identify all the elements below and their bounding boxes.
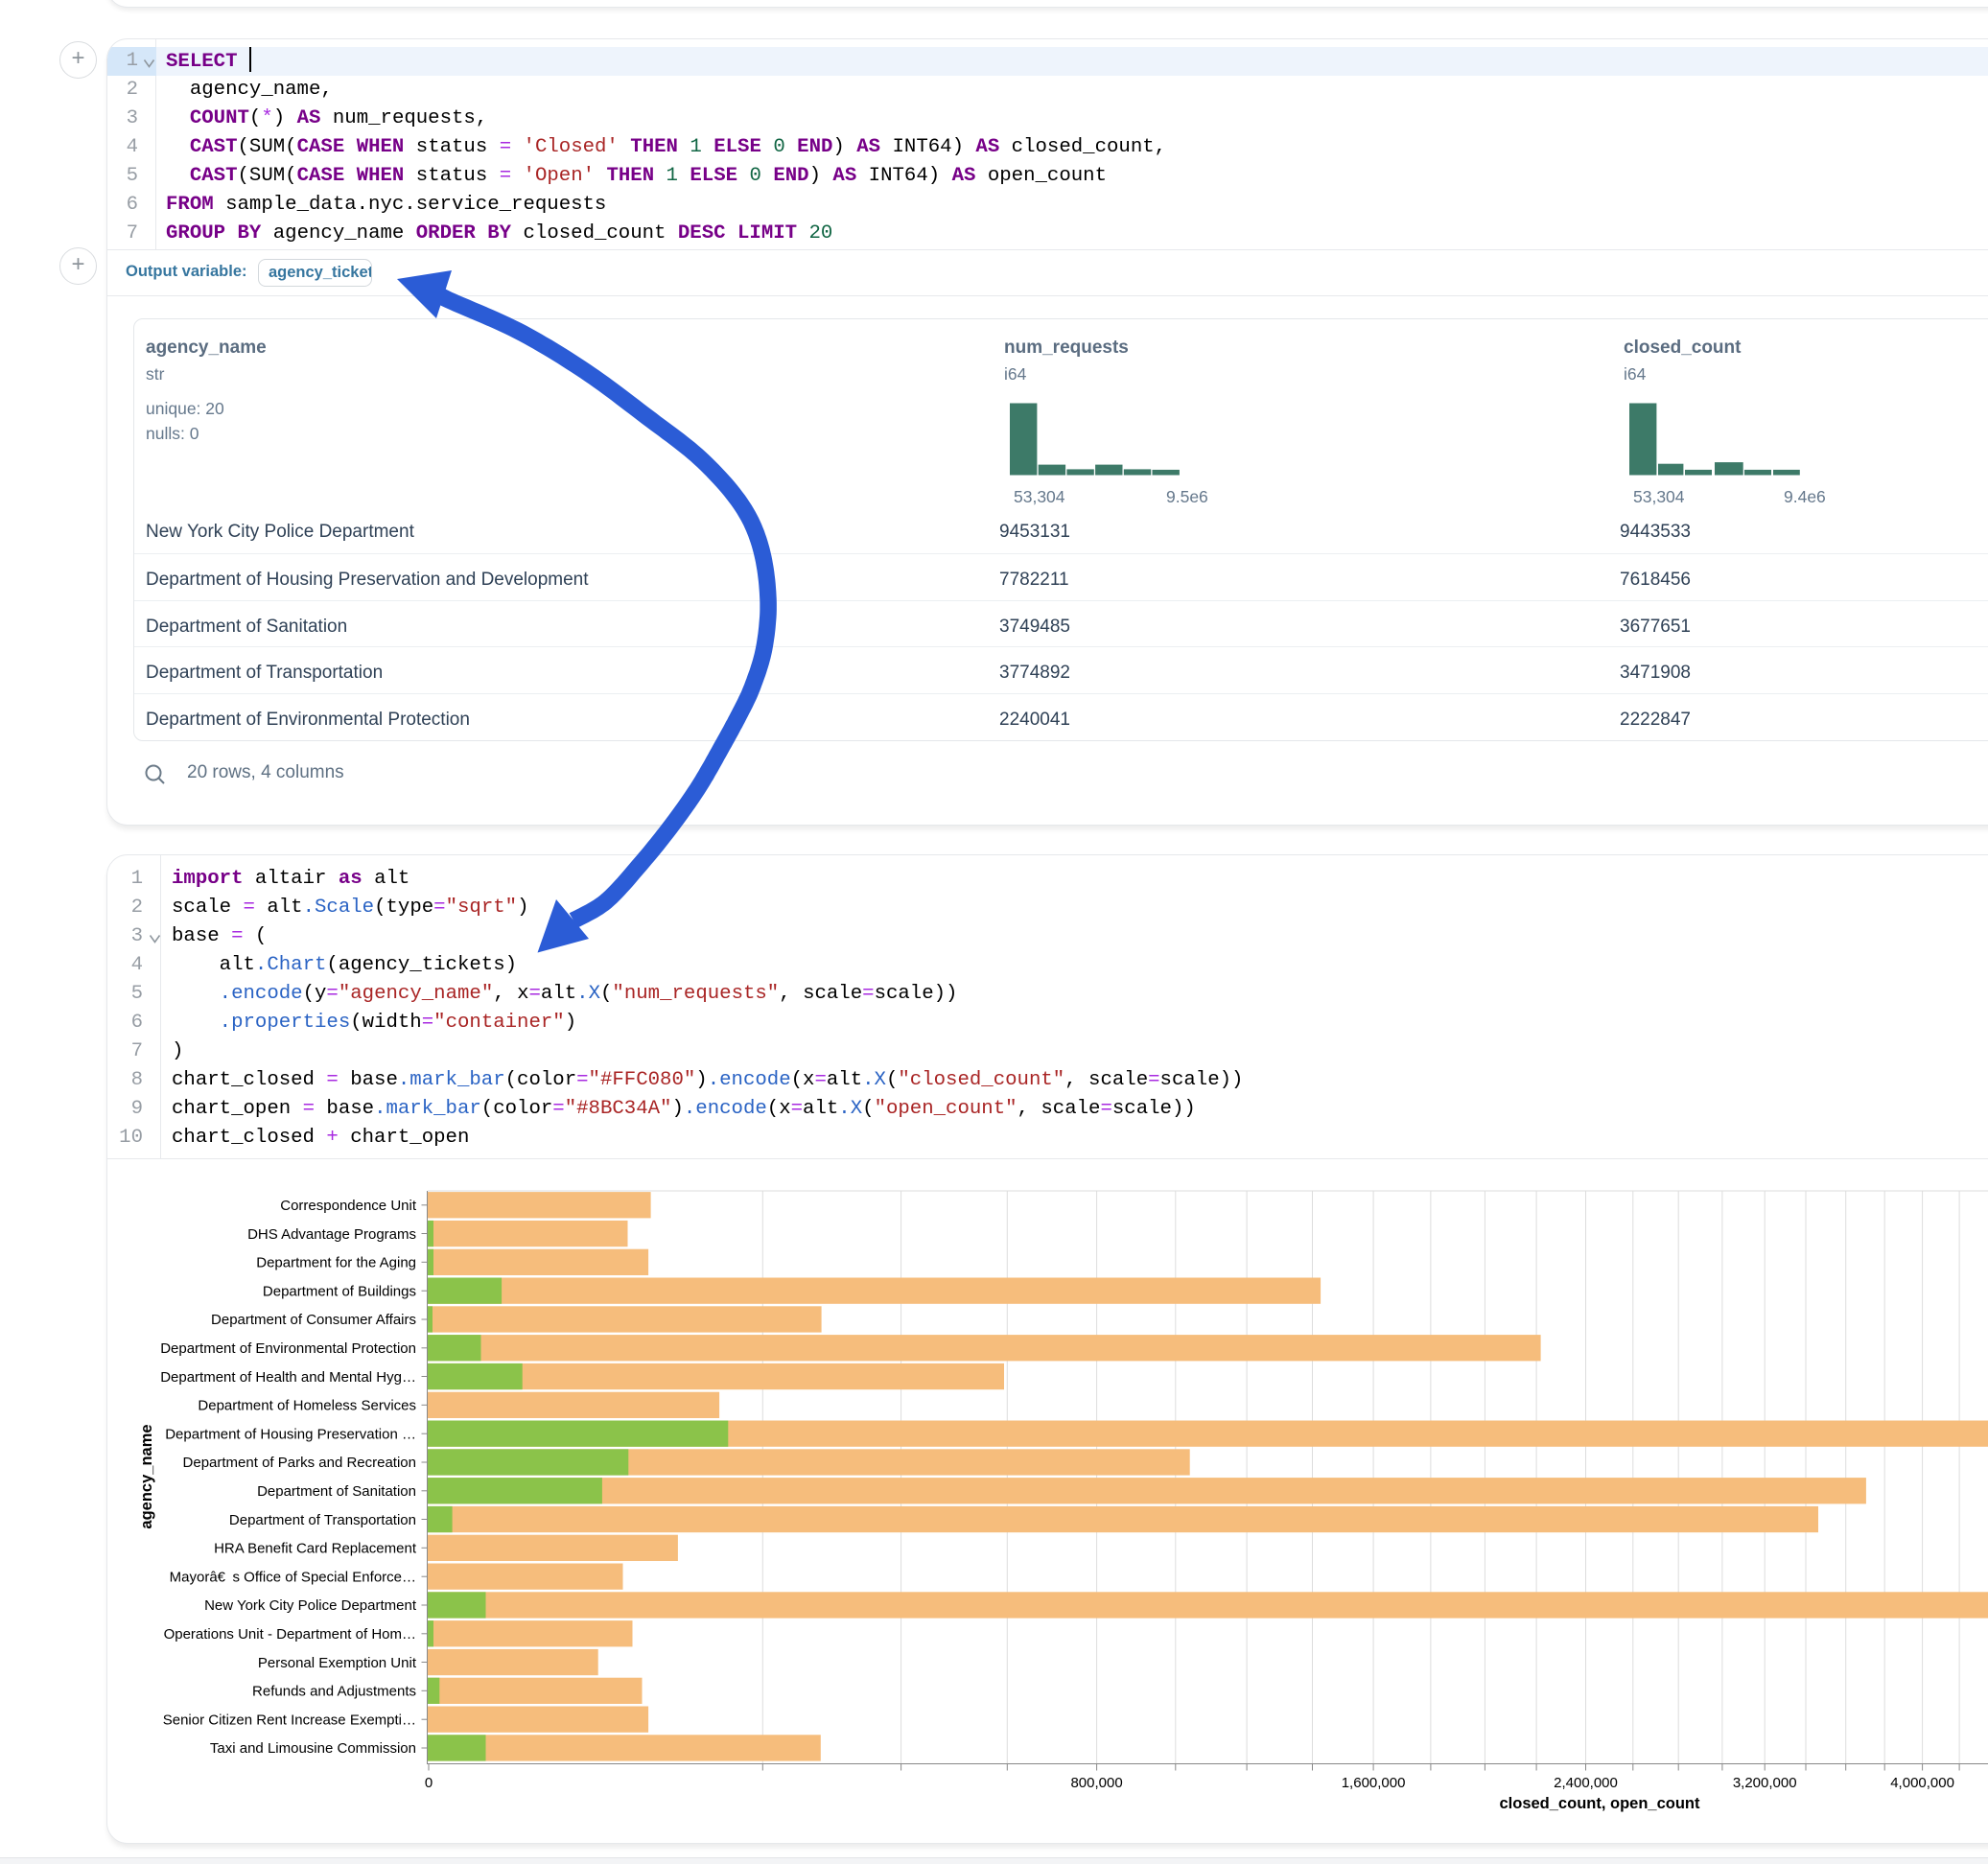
svg-text:Taxi and Limousine Commission: Taxi and Limousine Commission	[210, 1740, 416, 1757]
svg-text:Correspondence Unit: Correspondence Unit	[280, 1198, 417, 1214]
svg-text:Department of Transportation: Department of Transportation	[229, 1512, 416, 1528]
svg-text:1,600,000: 1,600,000	[1342, 1775, 1406, 1791]
svg-text:0: 0	[425, 1775, 433, 1791]
svg-text:closed_count, open_count: closed_count, open_count	[1499, 1795, 1700, 1812]
svg-text:New York City Police Departmen: New York City Police Department	[204, 1597, 417, 1614]
svg-text:Department of Health and Menta: Department of Health and Mental Hyg…	[160, 1369, 416, 1386]
svg-text:Department of Consumer Affairs: Department of Consumer Affairs	[211, 1312, 416, 1328]
svg-text:Refunds and Adjustments: Refunds and Adjustments	[252, 1684, 416, 1700]
svg-text:Department of Housing Preserva: Department of Housing Preservation …	[165, 1426, 416, 1442]
svg-text:800,000: 800,000	[1070, 1775, 1122, 1791]
svg-text:DHS Advantage Programs: DHS Advantage Programs	[247, 1226, 416, 1243]
svg-text:Department of Environmental Pr: Department of Environmental Protection	[160, 1340, 416, 1357]
svg-text:Department of Buildings: Department of Buildings	[263, 1283, 416, 1299]
svg-text:agency_name: agency_name	[138, 1424, 155, 1528]
svg-text:Senior Citizen Rent Increase E: Senior Citizen Rent Increase Exempti…	[163, 1712, 416, 1728]
svg-text:HRA Benefit Card Replacement: HRA Benefit Card Replacement	[214, 1541, 417, 1557]
svg-text:Operations Unit - Department o: Operations Unit - Department of Hom…	[164, 1626, 416, 1643]
svg-text:Department of Homeless Service: Department of Homeless Services	[198, 1398, 416, 1414]
svg-text:4,000,000: 4,000,000	[1890, 1775, 1954, 1791]
svg-text:Department of Sanitation: Department of Sanitation	[257, 1483, 416, 1500]
svg-text:3,200,000: 3,200,000	[1733, 1775, 1797, 1791]
svg-text:Department of Parks and Recrea: Department of Parks and Recreation	[183, 1455, 416, 1471]
svg-text:Mayorâ€ s Office of Special En: Mayorâ€ s Office of Special Enforce…	[170, 1569, 416, 1585]
svg-text:Personal Exemption Unit: Personal Exemption Unit	[258, 1655, 417, 1671]
svg-text:Department for the Aging: Department for the Aging	[256, 1255, 416, 1271]
svg-text:2,400,000: 2,400,000	[1554, 1775, 1618, 1791]
